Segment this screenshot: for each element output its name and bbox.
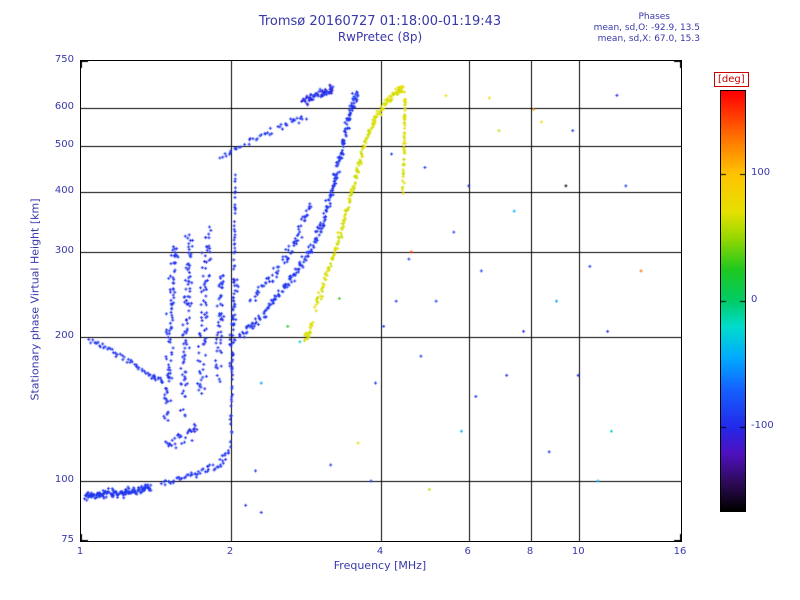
x-tick-label: 16	[673, 546, 687, 557]
page-title: Tromsø 20160727 01:18:00-01:19:43	[258, 14, 502, 29]
colorbar-tick-label: 100	[751, 167, 771, 178]
colorbar-units-label: [deg]	[714, 72, 749, 87]
y-tick-label: 75	[61, 534, 74, 545]
x-tick-label: 1	[76, 546, 84, 557]
phase-stats-heading: Phases	[638, 12, 670, 22]
x-tick-label: 2	[226, 546, 234, 557]
phase-stats-o-mode: mean, sd,O: -92.9, 13.5	[593, 22, 700, 33]
phase-stats-x-mode: mean, sd,X: 67.0, 15.3	[597, 33, 700, 44]
x-tick-label: 10	[571, 546, 585, 557]
y-axis-label: Stationary phase Virtual Height [km]	[28, 198, 42, 401]
plot-area	[80, 60, 682, 542]
colorbar	[720, 90, 746, 512]
colorbar-canvas	[721, 91, 745, 511]
plot-subtitle: RwPretec (8p)	[337, 30, 423, 44]
scatter-canvas	[81, 61, 681, 541]
x-tick-label: 8	[526, 546, 534, 557]
x-tick-label: 4	[376, 546, 384, 557]
phase-stats: Phases mean, sd,O: -92.9, 13.5 mean, sd,…	[584, 12, 700, 44]
colorbar-tick-label: 0	[751, 294, 758, 305]
y-tick-label: 750	[54, 54, 74, 65]
y-tick-label: 500	[54, 138, 74, 150]
y-tick-label: 200	[54, 329, 74, 341]
y-tick-label: 300	[54, 245, 74, 256]
y-tick-label: 100	[54, 474, 74, 486]
y-tick-label: 600	[54, 100, 74, 112]
colorbar-tick-label: -100	[751, 420, 774, 431]
x-tick-label: 6	[464, 546, 471, 557]
x-axis-label: Frequency [MHz]	[333, 559, 427, 572]
y-tick-label: 400	[54, 185, 74, 197]
